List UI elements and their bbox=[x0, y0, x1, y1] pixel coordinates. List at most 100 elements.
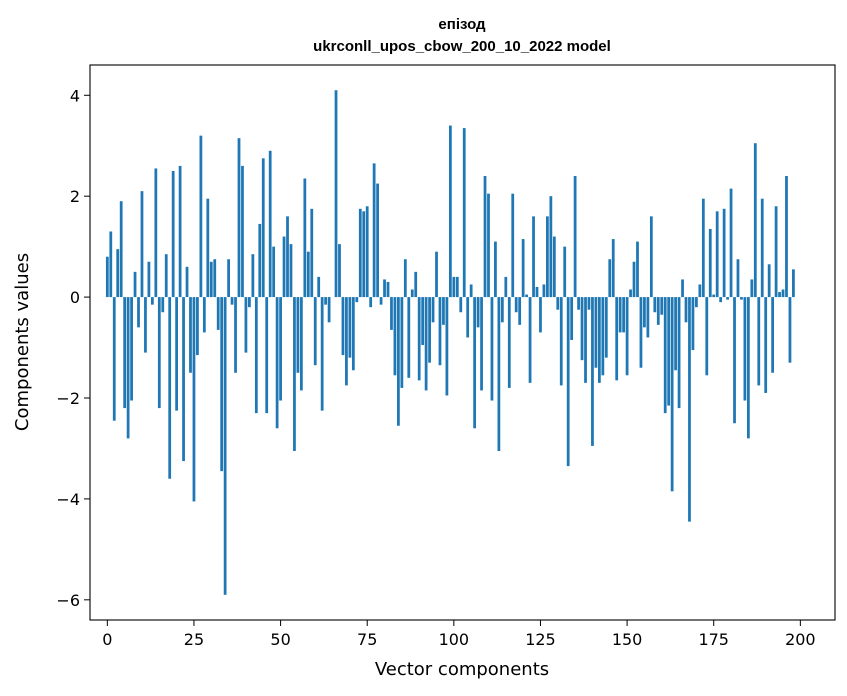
bar bbox=[771, 297, 775, 373]
bar bbox=[365, 206, 369, 298]
bar bbox=[393, 297, 397, 376]
bar bbox=[632, 261, 636, 298]
bar bbox=[767, 264, 771, 298]
bar bbox=[296, 297, 300, 373]
bar bbox=[265, 297, 269, 414]
bar bbox=[137, 297, 140, 328]
x-axis-ticks: 0 25 50 75 100 125 150 175 200 bbox=[102, 620, 816, 649]
bar bbox=[514, 297, 518, 313]
bar bbox=[660, 297, 664, 315]
bar bbox=[202, 297, 206, 333]
x-axis-label: Vector components bbox=[375, 659, 549, 680]
bar bbox=[636, 241, 639, 298]
bar bbox=[192, 297, 196, 502]
bar bbox=[622, 297, 626, 333]
bar bbox=[459, 297, 463, 313]
chart-title-line2: ukrconll_upos_cbow_200_10_2022 model bbox=[313, 38, 611, 55]
bar bbox=[584, 297, 587, 383]
bar bbox=[504, 276, 508, 298]
y-tick-label: 4 bbox=[70, 86, 80, 105]
x-tick-label: 175 bbox=[698, 630, 729, 649]
bar bbox=[601, 297, 605, 376]
bar bbox=[577, 297, 580, 310]
bar bbox=[670, 297, 674, 492]
bar bbox=[147, 261, 151, 298]
bar bbox=[324, 297, 328, 305]
bar bbox=[507, 297, 511, 388]
bar bbox=[206, 198, 210, 298]
bar bbox=[701, 198, 705, 298]
bar bbox=[313, 297, 317, 366]
bar bbox=[358, 208, 362, 298]
bar bbox=[639, 297, 643, 368]
bar bbox=[414, 271, 418, 298]
bar bbox=[563, 246, 567, 298]
bar bbox=[341, 297, 345, 356]
bar bbox=[140, 191, 144, 298]
bar bbox=[500, 297, 504, 323]
bar bbox=[715, 211, 719, 298]
bar bbox=[272, 246, 276, 298]
bar bbox=[546, 216, 549, 298]
bar bbox=[216, 297, 220, 330]
bar bbox=[497, 297, 501, 451]
bar bbox=[695, 297, 698, 308]
bar bbox=[327, 297, 331, 323]
bar bbox=[746, 297, 750, 439]
y-tick-label: −4 bbox=[56, 490, 80, 509]
bar bbox=[390, 297, 393, 330]
bar bbox=[431, 297, 435, 323]
bar bbox=[646, 297, 650, 338]
bar bbox=[282, 236, 286, 298]
bar bbox=[345, 297, 348, 386]
bar bbox=[480, 297, 483, 391]
bar bbox=[740, 297, 743, 300]
bar bbox=[407, 297, 411, 378]
bar bbox=[719, 297, 723, 303]
bar bbox=[334, 90, 338, 298]
bar bbox=[681, 279, 684, 298]
bar bbox=[487, 193, 490, 298]
bar bbox=[677, 297, 681, 409]
bar bbox=[338, 244, 341, 298]
bar bbox=[286, 216, 289, 298]
bar bbox=[109, 231, 113, 298]
bar bbox=[753, 143, 757, 298]
bar bbox=[473, 297, 477, 429]
bar bbox=[778, 292, 781, 298]
bar bbox=[618, 297, 622, 333]
bar bbox=[275, 297, 279, 429]
bar bbox=[518, 297, 522, 325]
bar bbox=[369, 297, 373, 308]
bar bbox=[611, 239, 615, 298]
bar bbox=[196, 297, 199, 356]
bar bbox=[112, 297, 116, 421]
bar bbox=[705, 297, 709, 376]
bar bbox=[608, 259, 612, 298]
bar bbox=[757, 297, 761, 386]
bar bbox=[417, 297, 421, 381]
bar bbox=[643, 297, 646, 328]
bar bbox=[729, 188, 733, 298]
bar bbox=[781, 289, 785, 298]
bar bbox=[164, 254, 168, 298]
bar bbox=[209, 261, 213, 298]
bar bbox=[674, 297, 677, 371]
bar bbox=[306, 251, 310, 298]
bar bbox=[442, 297, 445, 325]
bar bbox=[199, 135, 203, 298]
bar bbox=[483, 176, 487, 298]
bar bbox=[289, 244, 293, 298]
bar bbox=[594, 297, 598, 368]
bar bbox=[539, 297, 542, 333]
bar bbox=[293, 297, 296, 451]
bar bbox=[466, 297, 470, 338]
bar bbox=[424, 297, 428, 391]
bar bbox=[712, 294, 716, 298]
bar bbox=[476, 297, 480, 328]
bars-group bbox=[105, 90, 795, 595]
plot-frame bbox=[89, 64, 836, 621]
bar bbox=[760, 198, 764, 298]
bar bbox=[743, 297, 747, 401]
bar bbox=[376, 183, 379, 298]
